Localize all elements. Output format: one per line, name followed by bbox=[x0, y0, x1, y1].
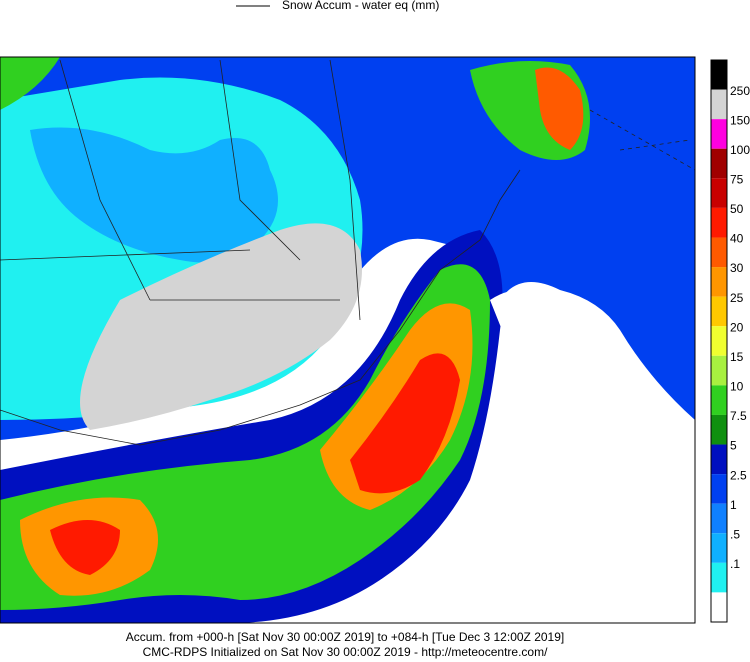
colorbar-swatch bbox=[711, 562, 727, 593]
colorbar-swatch bbox=[711, 207, 727, 238]
border-line bbox=[0, 169, 521, 446]
colorbar-swatch bbox=[711, 326, 727, 356]
footer-line: CMC-RDPS Initialized on Sat Nov 30 00:00… bbox=[143, 645, 549, 659]
legend-title: Snow Accum - water eq (mm) bbox=[282, 0, 439, 12]
colorbar-swatch bbox=[711, 89, 727, 120]
colorbar-label: 100 bbox=[730, 143, 750, 157]
colorbar-swatch bbox=[711, 296, 727, 327]
colorbar-label: 75 bbox=[730, 172, 744, 186]
colorbar-swatch bbox=[711, 148, 727, 179]
colorbar-label: 50 bbox=[730, 202, 744, 216]
map-frame bbox=[0, 56, 696, 624]
snow-area-red bbox=[350, 353, 460, 494]
colorbar-swatch bbox=[711, 414, 727, 445]
map bbox=[0, 56, 696, 624]
colorbar-label: .1 bbox=[730, 557, 740, 571]
colorbar-swatch bbox=[711, 533, 727, 563]
colorbar-swatch bbox=[711, 119, 727, 149]
colorbar-label: 30 bbox=[730, 261, 744, 275]
colorbar-label: 1 bbox=[730, 498, 737, 512]
colorbar-swatch bbox=[711, 60, 727, 90]
footer-line: Accum. from +000-h [Sat Nov 30 00:00Z 20… bbox=[126, 630, 564, 644]
snow-area-light-blue bbox=[30, 127, 278, 263]
colorbar: 250 150 100 75 50 40 30 25 20 15 10 7.5 5 2.5 1 .5 .1 bbox=[710, 59, 750, 623]
colorbar-swatch bbox=[711, 503, 727, 534]
colorbar-label: 20 bbox=[730, 320, 744, 334]
colorbar-swatch bbox=[711, 592, 727, 622]
colorbar-label: 40 bbox=[730, 232, 744, 246]
colorbar-label: 2.5 bbox=[730, 468, 747, 482]
no-snow-ocean bbox=[490, 290, 550, 350]
colorbar-swatch bbox=[711, 178, 727, 208]
colorbar-label: 10 bbox=[730, 380, 744, 394]
colorbar-label: 15 bbox=[730, 350, 744, 364]
snow-area-gray bbox=[80, 223, 362, 430]
province-lines bbox=[0, 59, 361, 321]
colorbar-label: 150 bbox=[730, 113, 750, 127]
snow-area-red-w bbox=[50, 520, 120, 575]
colorbar-swatch bbox=[711, 355, 727, 386]
colorbar-label: 7.5 bbox=[730, 409, 747, 423]
colorbar-frame bbox=[710, 59, 728, 623]
snow-area-green-nw bbox=[0, 57, 60, 110]
colorbar-swatch bbox=[711, 444, 727, 475]
colorbar-swatch bbox=[711, 385, 727, 415]
colorbar-swatch bbox=[711, 474, 727, 504]
colorbar-label: 250 bbox=[730, 84, 750, 98]
colorbar-swatch bbox=[711, 267, 727, 297]
colorbar-swatch bbox=[711, 237, 727, 268]
snow-area-orange-ne bbox=[535, 67, 584, 150]
dashed-line bbox=[589, 109, 696, 171]
colorbar-label: 25 bbox=[730, 291, 744, 305]
colorbar-label: 5 bbox=[730, 439, 737, 453]
colorbar-label: .5 bbox=[730, 527, 740, 541]
